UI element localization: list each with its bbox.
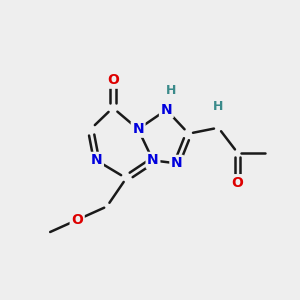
Text: O: O	[71, 213, 83, 227]
Text: O: O	[107, 73, 119, 87]
Text: H: H	[166, 84, 176, 97]
Text: H: H	[213, 100, 224, 113]
Text: N: N	[160, 103, 172, 117]
Text: N: N	[132, 122, 144, 136]
Text: O: O	[232, 176, 244, 190]
Text: N: N	[91, 153, 102, 167]
Text: N: N	[147, 153, 159, 167]
Text: N: N	[171, 156, 183, 170]
